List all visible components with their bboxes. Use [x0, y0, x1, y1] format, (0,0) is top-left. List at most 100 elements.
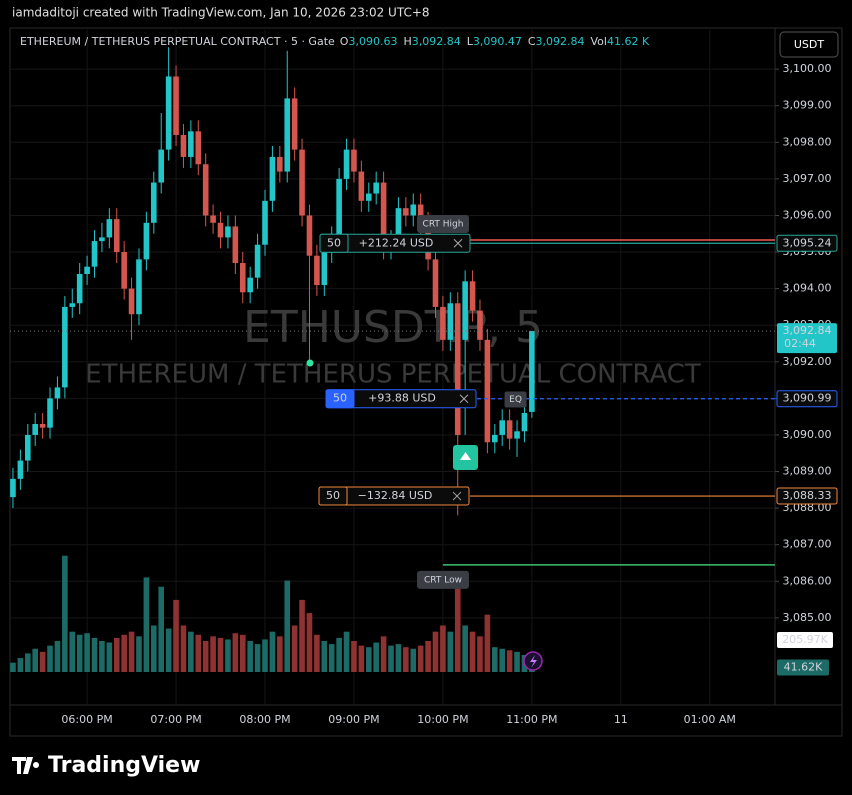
candle-body [158, 149, 165, 183]
candle-body [373, 182, 379, 194]
volume-bar [158, 586, 165, 672]
candle-body [284, 98, 291, 172]
trade-marker-arrow [460, 452, 471, 460]
currency-button[interactable] [779, 31, 839, 58]
candle-body [136, 259, 142, 315]
candle-body [454, 303, 461, 435]
watermark-symbol: ETHUSDT.P, 5 [243, 302, 543, 353]
candle-body [54, 387, 61, 399]
position-qty-box [318, 486, 348, 506]
y-tick-label: 3,086.00 [783, 574, 832, 587]
candle-body [202, 164, 209, 216]
position-price-label: 3,095.24 [783, 236, 832, 249]
footer-brand: TradingView [48, 753, 200, 778]
y-tick-label: 3,097.00 [783, 172, 832, 185]
position-close [453, 238, 463, 248]
candle-body [247, 277, 253, 293]
volume-bar [447, 631, 454, 672]
candle-body [143, 222, 150, 260]
legend-value: 3,090.63 [348, 35, 397, 48]
y-tick-label: 3,087.00 [783, 538, 832, 551]
position-qty: 50 [327, 236, 341, 249]
position-pnl: −132.84 USD [358, 489, 433, 502]
legend-key: Vol [591, 35, 607, 48]
legend-value: 3,092.84 [412, 35, 461, 48]
candle-body [314, 255, 320, 285]
annotation-box [504, 391, 527, 408]
candle-body [514, 431, 520, 439]
candle-body [417, 204, 424, 223]
volume-bar [491, 647, 498, 672]
volume-pane [10, 555, 535, 672]
volume-bar [454, 571, 461, 672]
position-qty-box [319, 233, 349, 253]
candle-body [17, 460, 24, 479]
volume-bar [47, 645, 53, 672]
volume-bar [32, 648, 39, 672]
volume-bar [143, 577, 150, 672]
volume-bar [225, 639, 231, 672]
volume-ma-label: 205.97K [782, 633, 828, 646]
candle-body [113, 219, 120, 253]
volume-bar [477, 636, 483, 672]
volume-ma-box [777, 632, 833, 649]
candle-body [269, 156, 276, 201]
volume-bar [506, 650, 513, 672]
legend-value: 3,092.84 [536, 35, 585, 48]
volume-bar [17, 658, 24, 672]
candle-body [99, 237, 105, 242]
candle-body [262, 200, 268, 245]
position-qty-box [325, 389, 355, 409]
candle-body [410, 204, 417, 216]
candle-body [106, 219, 113, 238]
level-label-box [417, 214, 469, 233]
candle-body [380, 182, 387, 249]
candle-body [506, 420, 513, 439]
candle-body [529, 331, 535, 412]
candle-body [291, 98, 298, 150]
candle-body [447, 303, 454, 340]
level-label-box [417, 570, 469, 589]
candle-body [306, 215, 313, 256]
volume-bar [388, 645, 394, 672]
candle-body [128, 288, 135, 315]
candle-body [351, 149, 357, 172]
volume-bar [380, 636, 387, 672]
volume-bar [69, 631, 76, 672]
legend-key: C [528, 35, 536, 48]
legend-key: O [340, 35, 349, 48]
volume-bar [343, 631, 350, 672]
candle-body [462, 281, 468, 340]
y-tick-label: 3,096.00 [783, 208, 832, 221]
position-close [459, 394, 469, 404]
y-tick-label: 3,090.00 [783, 428, 832, 441]
volume-bar [62, 555, 68, 672]
candle-body [239, 263, 246, 293]
volume-bar [425, 640, 431, 672]
position-price-box [776, 390, 838, 408]
volume-bar [195, 634, 202, 672]
legend-value: 3,090.47 [473, 35, 522, 48]
x-tick-label: 11 [614, 713, 628, 726]
candle-body [84, 266, 90, 274]
candle-body [343, 149, 350, 179]
volume-bar [306, 613, 313, 672]
y-tick-label: 3,099.00 [783, 99, 832, 112]
annotation-label: EQ [509, 395, 522, 405]
volume-bar [54, 640, 61, 672]
y-tick-label: 3,100.00 [783, 62, 832, 75]
volume-bar [269, 631, 276, 672]
volume-bar [202, 640, 209, 672]
volume-bar [336, 637, 342, 672]
candle-body [165, 76, 172, 150]
legend: ETHEREUM / TETHERUS PERPETUAL CONTRACT ·… [20, 35, 650, 48]
legend-title: ETHEREUM / TETHERUS PERPETUAL CONTRACT ·… [20, 35, 335, 48]
candle-body [484, 339, 491, 443]
candle-body [254, 244, 261, 278]
position-price-box [776, 234, 838, 252]
volume-bar [284, 580, 291, 672]
volume-bar [180, 625, 187, 672]
candle-body [395, 208, 402, 242]
